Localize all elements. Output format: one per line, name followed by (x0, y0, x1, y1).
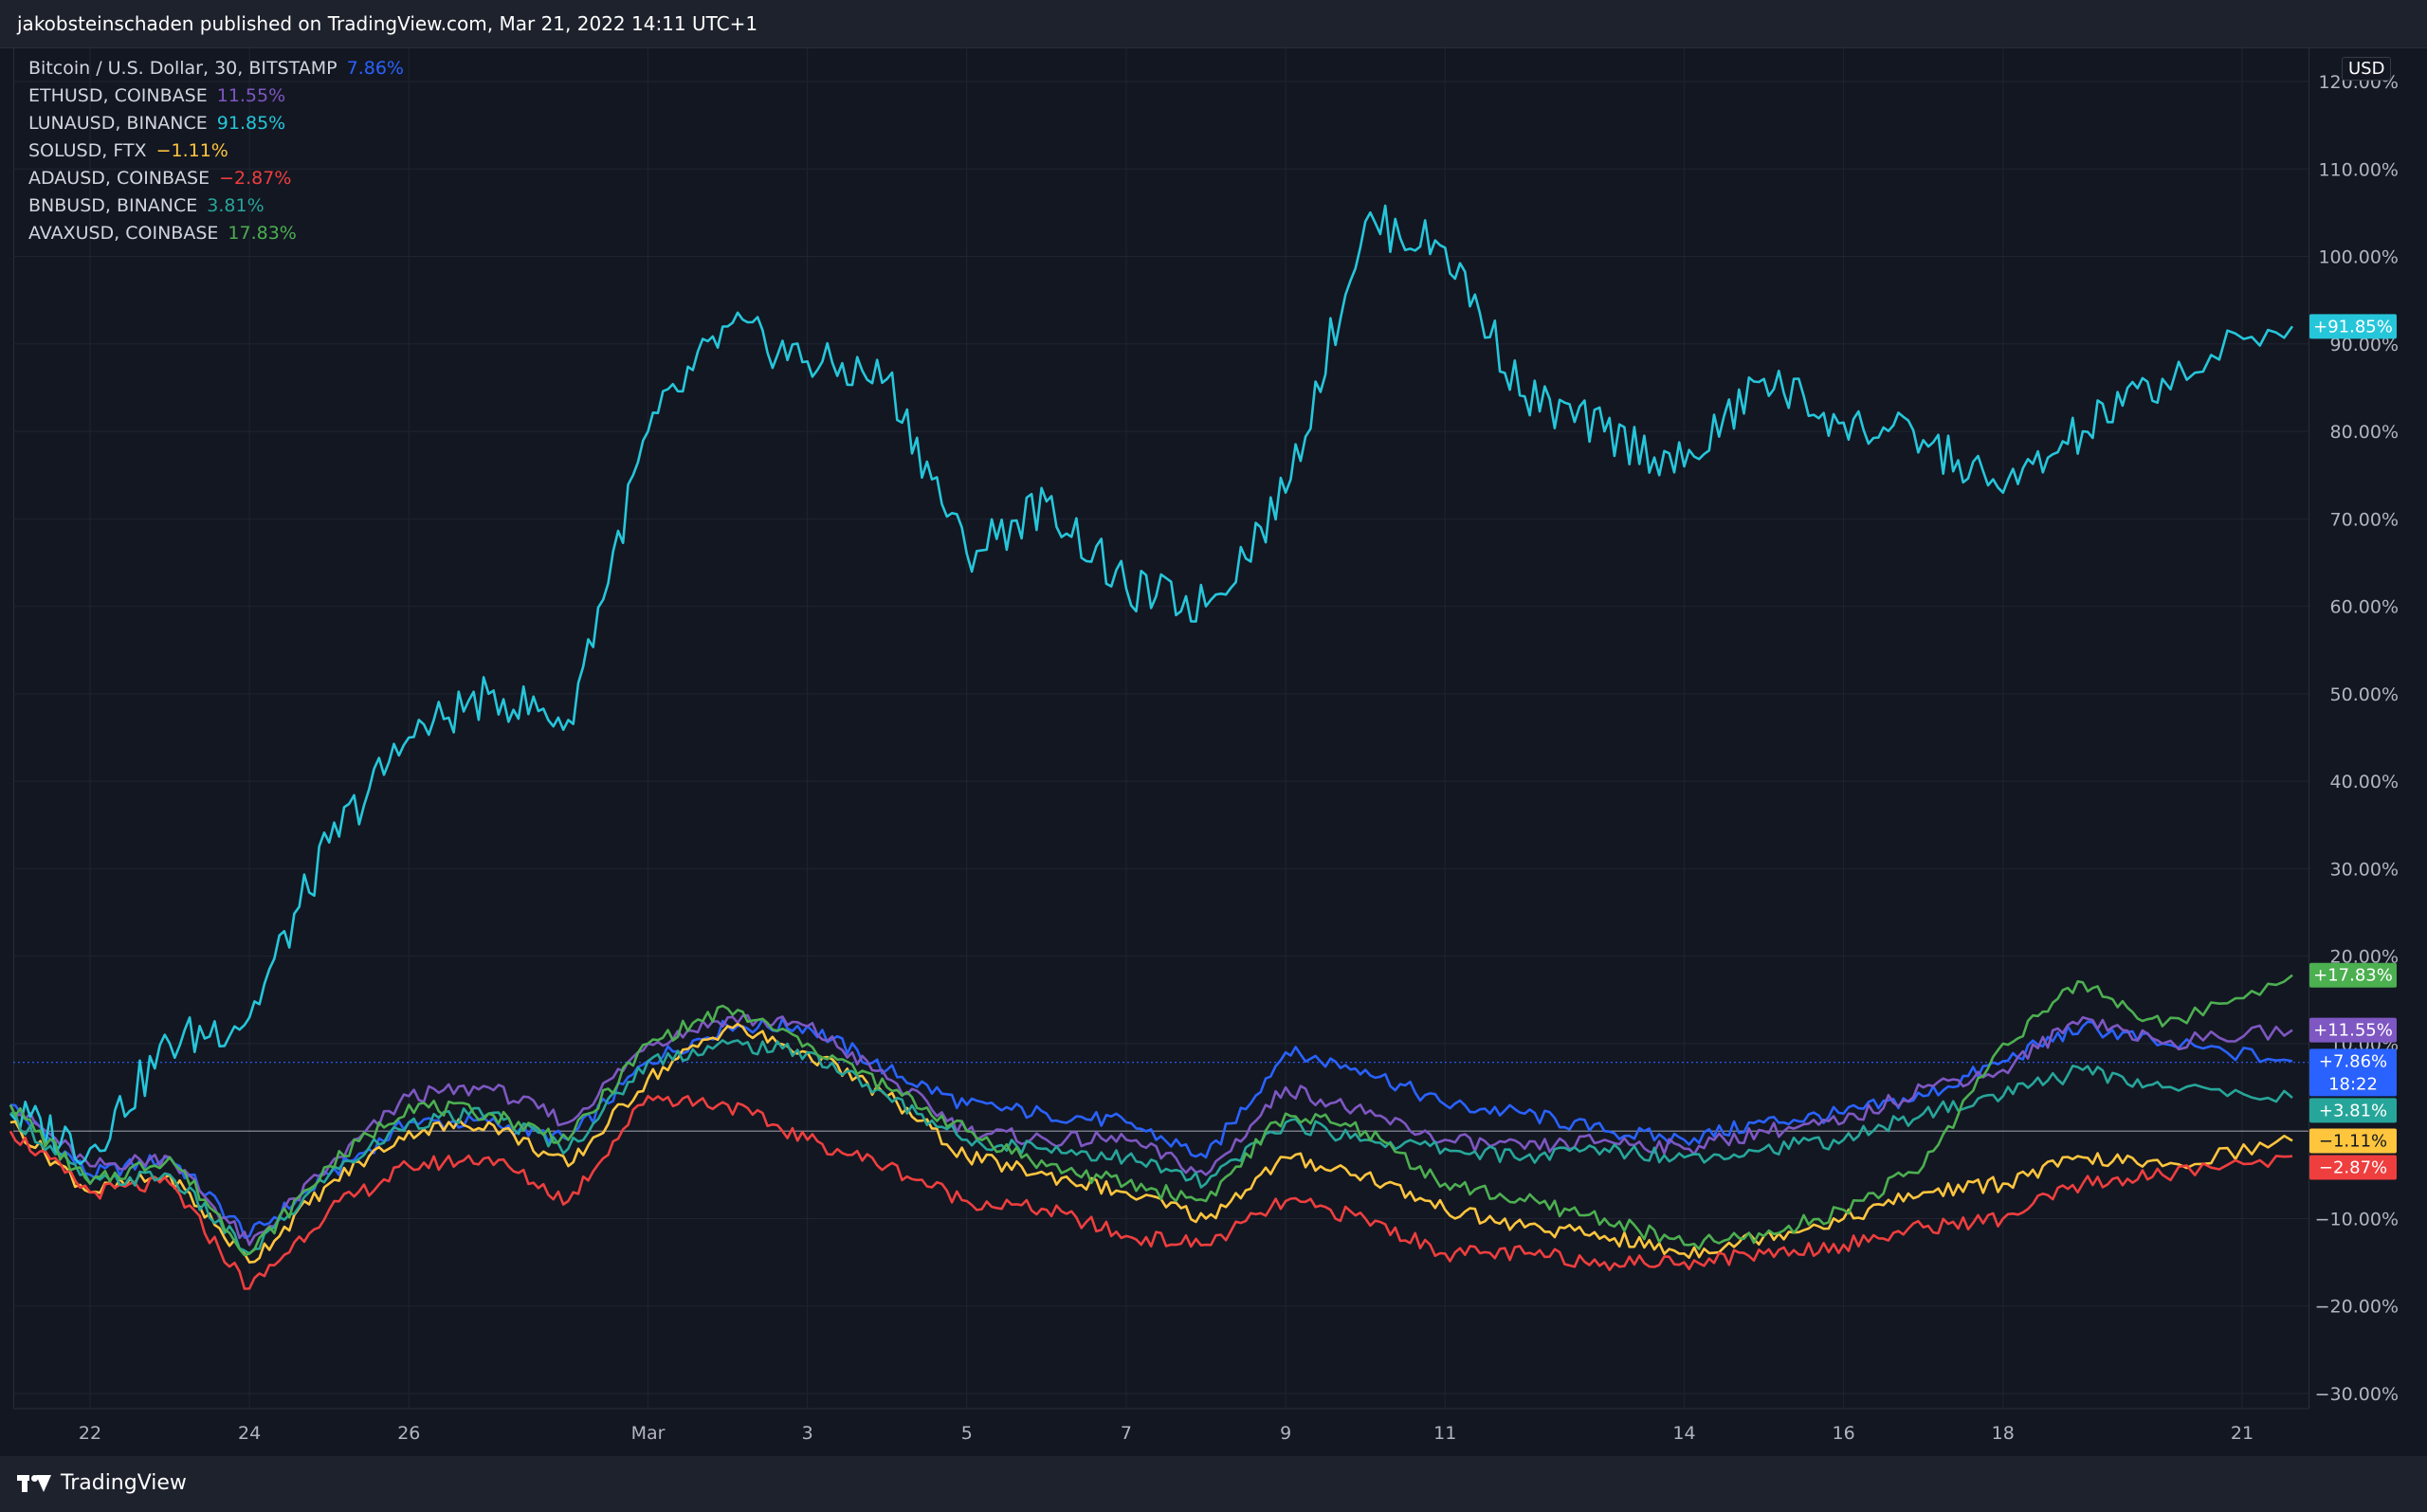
legend-symbol: AVAXUSD, COINBASE (28, 223, 219, 244)
x-tick-label-11: 18 (1992, 1423, 2015, 1444)
legend-entry-5[interactable]: BNBUSD, BINANCE 3.81% (28, 192, 404, 220)
y-tick-label-13: −20.00% (2315, 1297, 2399, 1318)
publish-header: jakobsteinschaden published on TradingVi… (0, 0, 2427, 48)
y-axis: 120.00%110.00%100.00%90.00%80.00%70.00%6… (2315, 72, 2399, 1405)
price-tags: +91.85% +17.83% +11.55% +7.86% 18:22 +3.81% −1… (2309, 314, 2397, 1180)
currency-unit-label[interactable]: USD (2342, 57, 2392, 81)
y-tick-label-1: 110.00% (2318, 159, 2399, 180)
y-tick-label-8: 40.00% (2330, 772, 2399, 792)
x-tick-label-1: 24 (238, 1423, 261, 1444)
y-tick-label-5: 70.00% (2330, 509, 2399, 530)
price-tag-label-5: +3.81% (2319, 1101, 2387, 1120)
series-line-3 (9, 1022, 2293, 1264)
series-line-5 (9, 1039, 2293, 1255)
legend-entry-1[interactable]: ETHUSD, COINBASE 11.55% (28, 82, 404, 110)
y-tick-label-3: 90.00% (2330, 335, 2399, 355)
legend-entry-6[interactable]: AVAXUSD, COINBASE 17.83% (28, 220, 404, 247)
x-tick-label-8: 11 (1433, 1423, 1456, 1444)
legend-change: −2.87% (219, 168, 292, 189)
legend-entry-0[interactable]: Bitcoin / U.S. Dollar, 30, BITSTAMP 7.86% (28, 55, 404, 82)
y-tick-label-4: 80.00% (2330, 422, 2399, 443)
legend-change: 7.86% (346, 58, 404, 79)
x-tick-label-5: 5 (961, 1423, 973, 1444)
x-axis-band (13, 1409, 2308, 1456)
legend-entry-3[interactable]: SOLUSD, FTX −1.11% (28, 137, 404, 165)
legend-symbol: ADAUSD, COINBASE (28, 168, 210, 189)
chart-frame (13, 47, 2309, 1409)
series-line-0 (9, 1017, 2293, 1239)
legend-change: 11.55% (216, 85, 286, 106)
series-line-6 (9, 974, 2293, 1257)
price-tag-bg-4 (2309, 1155, 2397, 1180)
tradingview-logo-icon (17, 1473, 53, 1494)
legend-entry-2[interactable]: LUNAUSD, BINANCE 91.85% (28, 110, 404, 137)
bar-countdown-label: 18:22 (2328, 1074, 2378, 1094)
price-tag-label-3: −1.11% (2319, 1131, 2387, 1151)
y-tick-label-6: 60.00% (2330, 597, 2399, 618)
x-tick-label-12: 21 (2231, 1423, 2254, 1444)
legend-entry-4[interactable]: ADAUSD, COINBASE −2.87% (28, 165, 404, 192)
y-tick-label-12: −10.00% (2315, 1209, 2399, 1230)
y-tick-label-10: 20.00% (2330, 947, 2399, 968)
published-text: jakobsteinschaden published on TradingVi… (17, 12, 758, 35)
legend-symbol: ETHUSD, COINBASE (28, 85, 208, 106)
y-tick-label-14: −30.00% (2315, 1384, 2399, 1405)
y-tick-label-9: 30.00% (2330, 859, 2399, 880)
x-axis: 22 24 26 Mar 3 5 7 9 11 14 16 18 21 (79, 1423, 2254, 1444)
y-tick-label-7: 50.00% (2330, 684, 2399, 705)
footer-bar: TradingView (0, 1456, 2427, 1512)
legend-change: −1.11% (155, 140, 228, 161)
price-tag-label-0: +7.86% (2319, 1051, 2387, 1071)
x-tick-label-7: 9 (1280, 1423, 1291, 1444)
x-tick-label-10: 16 (1833, 1423, 1855, 1444)
series-line-1 (9, 1013, 2293, 1247)
price-tag-bg-2 (2309, 314, 2397, 339)
legend-change: 3.81% (207, 195, 265, 216)
series-line-4 (9, 1095, 2293, 1290)
legend-change: 17.83% (228, 223, 297, 244)
grid (13, 47, 2308, 1456)
price-tag-label-1: +11.55% (2313, 1021, 2393, 1041)
price-tag-bg-5 (2309, 1098, 2397, 1123)
legend-symbol: BNBUSD, BINANCE (28, 195, 198, 216)
price-tag-bg-3 (2309, 1128, 2397, 1154)
x-tick-label-6: 7 (1121, 1423, 1132, 1444)
legend-change: 91.85% (216, 113, 286, 134)
tradingview-logo[interactable]: TradingView (17, 1471, 187, 1495)
series-lines (9, 204, 2294, 1290)
price-tag-bg-1 (2309, 1017, 2397, 1043)
price-comparison-chart[interactable]: 120.00%110.00%100.00%90.00%80.00%70.00%6… (0, 0, 2427, 1456)
x-tick-label-4: 3 (802, 1423, 813, 1444)
x-tick-label-3: Mar (631, 1423, 666, 1444)
series-legend: Bitcoin / U.S. Dollar, 30, BITSTAMP 7.86%… (28, 55, 404, 247)
price-tag-label-2: +91.85% (2313, 317, 2393, 337)
legend-symbol: LUNAUSD, BINANCE (28, 113, 208, 134)
reference-lines (13, 1062, 2308, 1132)
legend-symbol: SOLUSD, FTX (28, 140, 147, 161)
y-tick-label-2: 100.00% (2318, 247, 2399, 268)
price-tag-label-6: +17.83% (2313, 966, 2393, 986)
x-tick-label-2: 26 (397, 1423, 420, 1444)
x-tick-label-9: 14 (1672, 1423, 1695, 1444)
series-line-2 (9, 204, 2294, 1166)
brand-name: TradingView (61, 1471, 187, 1495)
price-tag-label-4: −2.87% (2319, 1157, 2387, 1177)
legend-symbol: Bitcoin / U.S. Dollar, 30, BITSTAMP (28, 58, 338, 79)
price-tag-bg-6 (2309, 962, 2397, 988)
price-tag-bg-0 (2309, 1048, 2397, 1097)
x-tick-label-0: 22 (79, 1423, 101, 1444)
